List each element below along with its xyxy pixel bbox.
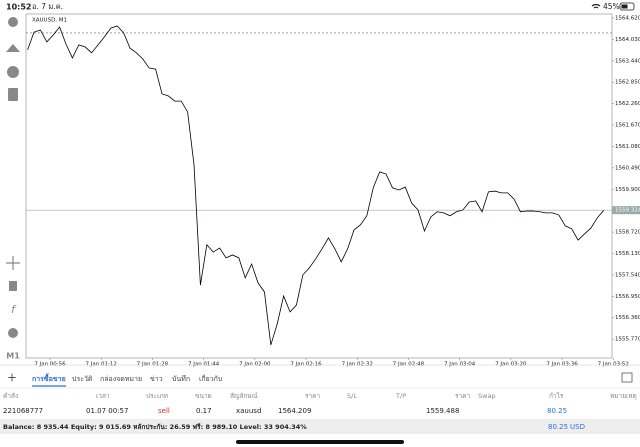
y-tick-label: 1563.440 xyxy=(615,58,640,64)
x-tick-label: 7 Jan 01:28 xyxy=(137,362,169,368)
cell: 1559.488 xyxy=(426,407,459,415)
y-tick-label: 1560.490 xyxy=(615,165,640,171)
x-tick-label: 7 Jan 03:04 xyxy=(444,362,476,368)
crosshair-icon[interactable] xyxy=(6,256,20,270)
column-header: S/L xyxy=(347,392,357,400)
table: คำสั่ง เวลา ประเภท ขนาด สัญลักษณ์ ราคา S/L T/P ร… xyxy=(3,391,637,415)
column-header: คำสั่ง xyxy=(3,391,18,400)
y-tick-label: 1561.080 xyxy=(615,144,640,150)
tab[interactable]: เกี่ยวกับ xyxy=(199,374,222,383)
total-profit: 80.25 xyxy=(548,423,568,431)
home-indicator xyxy=(236,440,404,444)
price-line-series xyxy=(27,25,604,346)
x-tick-label: 7 Jan 02:48 xyxy=(393,362,425,368)
objects-icon[interactable] xyxy=(8,328,18,338)
cell: 0.17 xyxy=(196,407,212,415)
column-header: Swap xyxy=(478,392,496,400)
trade-icon[interactable] xyxy=(6,44,20,52)
y-tick-label: 1558.720 xyxy=(615,230,640,236)
y-tick-label: 1562.260 xyxy=(615,101,640,107)
tab[interactable]: ประวัติ xyxy=(72,375,93,383)
chat-icon[interactable] xyxy=(7,66,19,78)
x-tick-label: 7 Jan 03:36 xyxy=(546,362,578,368)
y-tick-label: 1564.030 xyxy=(615,37,640,43)
x-tick-label: 7 Jan 02:00 xyxy=(239,362,271,368)
currency: USD xyxy=(570,423,585,431)
column-header: สัญลักษณ์ xyxy=(230,392,258,400)
cell: 221068777 xyxy=(3,407,43,415)
price-label-box xyxy=(612,206,640,215)
column-header: ราคา xyxy=(455,392,470,400)
cell: xauusd xyxy=(236,407,261,415)
y-tick-label: 1564.620 xyxy=(615,15,640,21)
footer-bar xyxy=(0,419,640,434)
status-time: 10:52 xyxy=(6,3,31,12)
y-tick-label: 1557.540 xyxy=(615,272,640,278)
timeframe[interactable]: M1 xyxy=(6,352,20,361)
tab[interactable]: การซื้อขาย xyxy=(32,372,66,383)
y-tick-label: 1559.900 xyxy=(615,187,640,193)
column-header: ประเภท xyxy=(146,392,168,400)
column-header: T/P xyxy=(395,392,406,400)
tab[interactable]: ข่าว xyxy=(150,375,163,383)
sidebar: f M1 xyxy=(6,17,20,361)
y-tick-label: 1555.770 xyxy=(615,337,640,343)
y-tick-label: 1556.950 xyxy=(615,294,640,300)
tab[interactable]: กล่องจดหมาย xyxy=(100,375,142,383)
cell: 1564.209 xyxy=(278,407,311,415)
price-label: 1559.324 xyxy=(615,208,640,214)
account-icon[interactable] xyxy=(8,17,18,27)
column-header: ขนาด xyxy=(195,392,212,400)
x-tick-label: 7 Jan 02:32 xyxy=(342,362,373,368)
column-header: หมายเหตุ xyxy=(610,392,637,400)
battery-level xyxy=(621,4,628,9)
chart-title: XAUUSD, M1 xyxy=(32,18,67,24)
x-tick-label: 7 Jan 01:12 xyxy=(86,362,117,368)
plot: 1564.620 1564.030 1563.440 1562.850 1562.260… xyxy=(26,15,640,368)
battery-icon xyxy=(619,2,635,11)
status-date: อ. 7 ม.ค. xyxy=(32,2,63,11)
x-tick-label: 7 Jan 01:44 xyxy=(188,362,220,368)
y-tick-label: 1556.360 xyxy=(615,315,640,321)
column-header: ราคา xyxy=(305,392,320,400)
status-battery: 45% xyxy=(603,2,620,11)
tabs: การซื้อขาย ประวัติ กล่องจดหมาย ข่าว บันทึก เก… xyxy=(32,372,222,387)
indicator-icon[interactable] xyxy=(9,281,17,291)
layout-icon[interactable] xyxy=(621,372,633,383)
new-icon[interactable] xyxy=(8,88,18,101)
cell: 80.25 xyxy=(547,407,567,415)
y-tick-label: 1561.670 xyxy=(615,123,640,129)
x-tick-label: 7 Jan 03:52 xyxy=(598,362,629,368)
x-tick-label: 7 Jan 00:56 xyxy=(34,362,66,368)
account-summary: Balance: 8 935.44 Equity: 9 015.69 หลักป… xyxy=(3,423,307,431)
add-button[interactable]: + xyxy=(7,371,17,385)
cell: 01.07 00:57 xyxy=(86,407,128,415)
tab[interactable]: บันทึก xyxy=(172,374,190,383)
y-tick-label: 1558.130 xyxy=(615,251,640,257)
x-tick-label: 7 Jan 03:20 xyxy=(495,362,527,368)
column-header: เวลา xyxy=(96,392,110,400)
function-icon[interactable]: f xyxy=(11,303,17,316)
cell: sell xyxy=(158,407,170,415)
chart-frame xyxy=(25,13,613,359)
y-tick-label: 1562.850 xyxy=(615,80,640,86)
x-tick-label: 7 Jan 02:16 xyxy=(290,362,322,368)
column-header: กำไร xyxy=(549,392,564,400)
wifi-icon xyxy=(591,3,601,9)
